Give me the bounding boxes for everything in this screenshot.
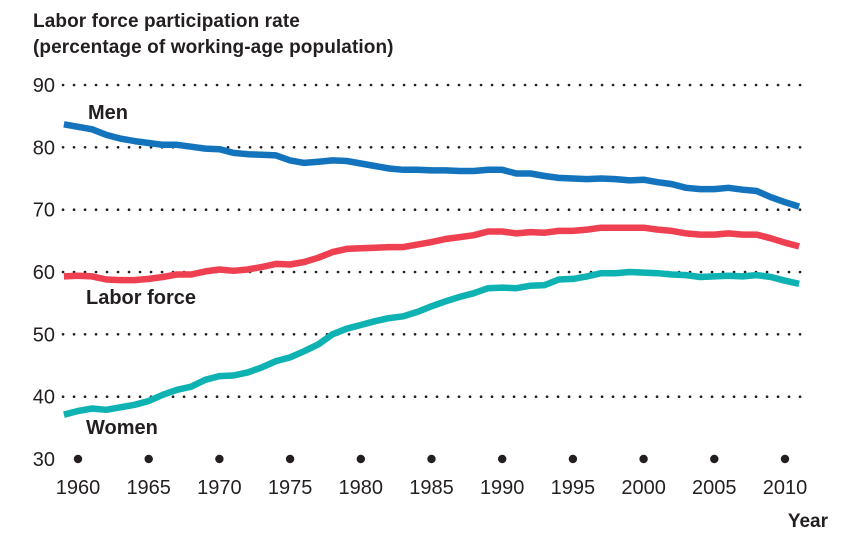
x-tick-label-1965: 1965	[126, 477, 171, 499]
y-tick-label-30: 30	[33, 449, 55, 471]
x-tick-label-2000: 2000	[621, 477, 666, 499]
y-tick-label-60: 60	[33, 262, 55, 284]
baseline-dot-1970	[215, 454, 224, 464]
baseline-dot-2010	[780, 454, 790, 464]
x-tick-label-1960: 1960	[56, 477, 101, 499]
chart-title: Labor force participation rate	[33, 11, 300, 32]
y-tick-label-70: 70	[33, 200, 55, 222]
series-line-women	[63, 268, 800, 418]
x-tick-label-2005: 2005	[692, 477, 737, 499]
baseline-dot-1960	[73, 454, 83, 464]
series-label-women: Women	[86, 417, 158, 439]
x-tick-label-1990: 1990	[480, 477, 525, 499]
y-tick-label-90: 90	[33, 75, 55, 97]
baseline-dot-1980	[356, 454, 365, 464]
y-tick-label-50: 50	[33, 324, 55, 346]
baseline-dot-2005	[710, 454, 719, 464]
chart-subtitle: (percentage of working-age population)	[33, 37, 394, 58]
x-axis-title: Year	[788, 511, 829, 532]
x-tick-label-2010: 2010	[763, 477, 808, 499]
baseline-dot-1965	[144, 454, 153, 464]
series-line-labor-force	[63, 224, 800, 284]
series-line-men	[63, 121, 801, 210]
y-tick-label-80: 80	[33, 137, 55, 159]
series-label-labor-force: Labor force	[86, 287, 196, 309]
chart-title-block: Labor force participation rate (percenta…	[33, 9, 394, 61]
x-tick-label-1995: 1995	[551, 477, 596, 499]
x-tick-label-1985: 1985	[409, 477, 454, 499]
baseline-dot-1990	[498, 454, 507, 464]
baseline-dot-1975	[285, 454, 295, 464]
baseline-dot-1985	[427, 454, 436, 464]
x-tick-label-1980: 1980	[339, 477, 384, 499]
y-tick-label-40: 40	[33, 387, 55, 409]
x-tick-label-1970: 1970	[197, 477, 242, 499]
baseline-dot-1995	[568, 454, 578, 464]
series-label-men: Men	[88, 102, 128, 124]
x-tick-label-1975: 1975	[268, 477, 313, 499]
baseline-dot-2000	[639, 454, 648, 464]
